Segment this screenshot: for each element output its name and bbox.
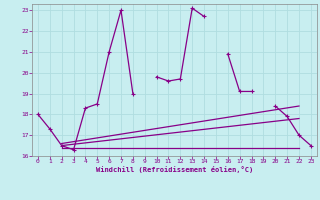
X-axis label: Windchill (Refroidissement éolien,°C): Windchill (Refroidissement éolien,°C) (96, 166, 253, 173)
